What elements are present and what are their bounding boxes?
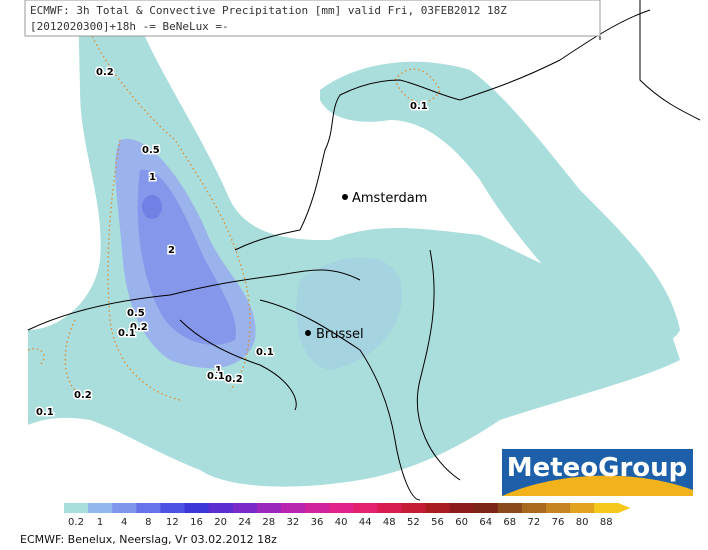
legend-swatch bbox=[208, 503, 234, 513]
legend-label: 44 bbox=[359, 517, 372, 528]
legend-label: 4 bbox=[121, 517, 127, 528]
contour-label: 0.1 bbox=[207, 371, 225, 382]
footer: ECMWF: Benelux, Neerslag, Vr 03.02.2012 … bbox=[20, 533, 277, 546]
legend-swatch bbox=[329, 503, 354, 513]
legend-label: 72 bbox=[528, 517, 541, 528]
contour-label: 0.1 bbox=[410, 101, 428, 112]
legend-swatch bbox=[521, 503, 547, 513]
legend-label: 88 bbox=[600, 517, 613, 528]
legend-label: 56 bbox=[431, 517, 444, 528]
legend-swatch bbox=[449, 503, 475, 513]
legend-swatch bbox=[353, 503, 378, 513]
legend-swatch bbox=[88, 503, 113, 513]
legend-swatch bbox=[136, 503, 161, 513]
city-dot bbox=[305, 330, 311, 336]
contour-label: 2 bbox=[168, 245, 175, 256]
legend-label: 8 bbox=[145, 517, 151, 528]
legend-label: 12 bbox=[166, 517, 179, 528]
precip-areas bbox=[28, 0, 680, 487]
legend-swatch bbox=[425, 503, 451, 513]
legend-label: 68 bbox=[503, 517, 516, 528]
legend-label: 80 bbox=[576, 517, 589, 528]
legend-swatch bbox=[594, 503, 619, 513]
legend-label: 52 bbox=[407, 517, 420, 528]
city-label: Amsterdam bbox=[352, 191, 427, 206]
legend-label: 36 bbox=[311, 517, 324, 528]
legend-swatch bbox=[401, 503, 426, 513]
legend-swatch bbox=[232, 503, 258, 513]
contour-label: 0.1 bbox=[36, 407, 54, 418]
legend-swatch bbox=[570, 503, 595, 513]
legend-swatch bbox=[280, 503, 306, 513]
coastlines bbox=[27, 0, 701, 501]
logo-swoosh bbox=[502, 475, 693, 496]
contour-label: 0.2 bbox=[225, 374, 243, 385]
contour-label: 0.2 bbox=[74, 390, 92, 401]
logo-text: MeteoGroup bbox=[507, 453, 688, 483]
legend-label: 40 bbox=[335, 517, 348, 528]
legend-label: 76 bbox=[552, 517, 565, 528]
legend-label: 60 bbox=[455, 517, 468, 528]
contours bbox=[27, 19, 441, 401]
contour-label: 0.2 bbox=[130, 322, 148, 333]
legend-swatch bbox=[305, 503, 330, 513]
legend: 0.2 1 4 8 12 16 20 24 28 32 36 40 44 48 52 56 60 64 68 72 76… bbox=[64, 503, 631, 528]
legend-label: 0.2 bbox=[68, 517, 84, 528]
legend-swatch bbox=[64, 503, 89, 513]
contour-label: 0.5 bbox=[127, 308, 145, 319]
legend-label: 48 bbox=[383, 517, 396, 528]
contour-label: 1 bbox=[149, 172, 156, 183]
legend-label: 16 bbox=[190, 517, 203, 528]
contour-label: 0.1 bbox=[256, 347, 274, 358]
contour-label: 1 bbox=[215, 365, 222, 376]
legend-swatch bbox=[546, 503, 571, 513]
header-line: ECMWF: 3h Total & Convective Precipitati… bbox=[30, 4, 507, 17]
legend-swatch bbox=[256, 503, 282, 513]
legend-swatch bbox=[112, 503, 137, 513]
legend-swatch bbox=[473, 503, 499, 513]
contour-label: 0.2 bbox=[96, 67, 114, 78]
city-label: Brussel bbox=[316, 327, 364, 342]
legend-swatch bbox=[184, 503, 210, 513]
legend-label: 20 bbox=[214, 517, 227, 528]
legend-swatch bbox=[160, 503, 185, 513]
contour-label: 0.1 bbox=[118, 328, 136, 339]
legend-swatch bbox=[377, 503, 402, 513]
legend-label: 32 bbox=[287, 517, 300, 528]
city-dot bbox=[342, 194, 348, 200]
legend-label: 1 bbox=[97, 517, 103, 528]
legend-label: 24 bbox=[238, 517, 251, 528]
header-box bbox=[24, 0, 601, 37]
legend-swatch bbox=[497, 503, 523, 513]
header-line: [2012020300]+18h -= BeNeLux =- bbox=[30, 20, 229, 33]
legend-label: 64 bbox=[479, 517, 492, 528]
legend-arrow bbox=[618, 503, 631, 513]
contour-label: 0.5 bbox=[142, 145, 160, 156]
legend-label: 28 bbox=[262, 517, 275, 528]
